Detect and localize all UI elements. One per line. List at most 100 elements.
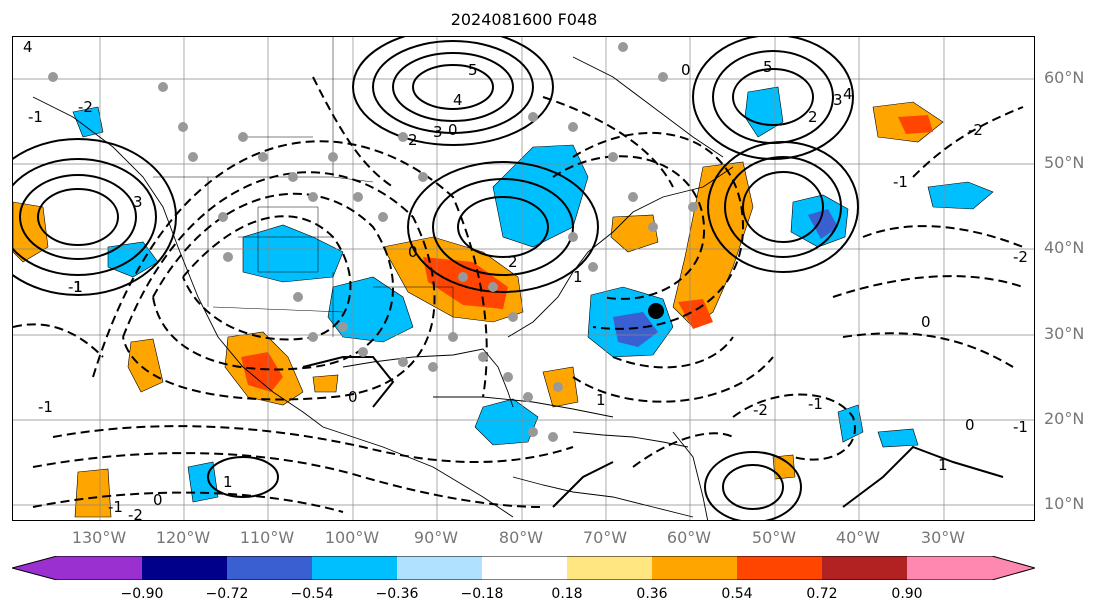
contour-label: 2: [808, 108, 818, 126]
pos-region: [312, 374, 339, 393]
neg-region: [187, 461, 219, 503]
contour-label: 1: [596, 391, 606, 409]
colorbar-tick: 0.72: [806, 586, 838, 602]
contour-label: -2: [1013, 248, 1028, 266]
contour-label: 0: [448, 121, 458, 139]
contour-label: 3: [133, 193, 143, 211]
contour-label: 4: [843, 85, 853, 103]
neg-strong: [613, 312, 658, 347]
colorbar-tick: 0.90: [891, 586, 923, 602]
cyclone-marker: [648, 303, 664, 319]
map-panel: 4 5 4 3 2 0 -1 -2 5 3 4 2 0 -1 -2 3 1 -1…: [12, 36, 1035, 521]
contour-label: -1: [28, 108, 43, 126]
colorbar-segment: [907, 556, 992, 580]
contour-label: 0: [408, 243, 418, 261]
contour-label: -1: [893, 173, 908, 191]
contour-label: 1: [223, 473, 233, 491]
colorbar-segment: [397, 556, 482, 580]
pos-strong: [678, 299, 713, 329]
colorbar-tick: 0.18: [551, 586, 583, 602]
neg-region: [744, 86, 784, 138]
contour-label: -1: [808, 395, 823, 413]
contour-label: -1: [68, 278, 83, 296]
contour-label: -2: [753, 401, 768, 419]
lon-label-40w: 40°W: [835, 528, 881, 547]
lat-label-30n: 30°N: [1044, 324, 1085, 343]
storm-markers: [48, 42, 698, 442]
pos-region: [13, 201, 49, 263]
lon-label-60w: 60°W: [666, 528, 712, 547]
colorbar-segment: [567, 556, 652, 580]
colorbar-segment: [12, 556, 57, 580]
lon-label-50w: 50°W: [751, 528, 797, 547]
contour-label: -1: [108, 498, 123, 516]
colorbar: [12, 556, 1035, 580]
lon-label-130w: 130°W: [71, 528, 127, 547]
contour-label: 1: [938, 456, 948, 474]
colorbar-segment: [652, 556, 737, 580]
contours-positive: [13, 37, 1004, 520]
neg-region: [72, 106, 104, 138]
contour-label: -2: [968, 121, 983, 139]
contour-label: 4: [453, 91, 463, 109]
colorbar-tick: −0.72: [205, 586, 249, 602]
pos-strong: [241, 352, 283, 392]
contour-label: 0: [681, 61, 691, 79]
lon-label-100w: 100°W: [324, 528, 380, 547]
contour-label: 3: [433, 123, 443, 141]
lon-label-110w: 110°W: [239, 528, 295, 547]
lon-label-30w: 30°W: [920, 528, 966, 547]
coastlines: [32, 56, 734, 520]
contour-label: 0: [348, 388, 358, 406]
neg-region: [927, 181, 994, 210]
colorbar-segment: [227, 556, 312, 580]
colorbar-tick: −0.18: [460, 586, 504, 602]
contour-label: -2: [78, 98, 93, 116]
contour-label: 0: [153, 491, 163, 509]
pos-region: [610, 214, 659, 253]
colorbar-tick: −0.90: [120, 586, 164, 602]
neg-region: [107, 241, 159, 278]
weather-map: 4 5 4 3 2 0 -1 -2 5 3 4 2 0 -1 -2 3 1 -1…: [13, 37, 1034, 521]
neg-region: [492, 144, 589, 248]
pos-region: [127, 338, 164, 393]
neg-region: [877, 428, 919, 448]
lat-label-20n: 20°N: [1044, 409, 1085, 428]
map-title: 2024081600 F048: [450, 10, 598, 29]
contour-label: 4: [23, 38, 33, 56]
pos-region: [74, 468, 112, 518]
neg-strong: [808, 209, 838, 239]
contour-label: 2: [408, 131, 418, 149]
lat-label-50n: 50°N: [1044, 153, 1085, 172]
pos-strong: [898, 115, 933, 134]
contours-negative: [13, 76, 1024, 513]
lat-label-40n: 40°N: [1044, 238, 1085, 257]
colorbar-tick: 0.54: [721, 586, 753, 602]
colorbar-segment: [992, 556, 1035, 580]
lon-label-80w: 80°W: [498, 528, 544, 547]
pos-region: [672, 161, 754, 328]
contour-label: 0: [921, 313, 931, 331]
colorbar-segment: [822, 556, 907, 580]
lon-label-90w: 90°W: [413, 528, 459, 547]
colorbar-tick: −0.54: [290, 586, 334, 602]
pos-strong: [423, 257, 508, 309]
neg-region: [327, 276, 414, 343]
contour-label: 1: [573, 268, 583, 286]
contour-label: 3: [833, 91, 843, 109]
contour-label: 5: [763, 58, 773, 76]
contour-label-group: 4 5 4 3 2 0 -1 -2 5 3 4 2 0 -1 -2 3 1 -1…: [23, 38, 1028, 521]
colorbar-tick: 0.36: [636, 586, 668, 602]
neg-region: [474, 398, 539, 446]
lon-label-70w: 70°W: [582, 528, 628, 547]
contour-label: 5: [468, 61, 478, 79]
contour-label: -2: [128, 506, 143, 521]
colorbar-segment: [312, 556, 397, 580]
lat-label-60n: 60°N: [1044, 68, 1085, 87]
colorbar-segment: [142, 556, 227, 580]
contour-label: 0: [965, 416, 975, 434]
colorbar-segment: [57, 556, 142, 580]
neg-region: [837, 404, 864, 443]
contour-label: -1: [1013, 418, 1028, 436]
contour-label: 2: [508, 253, 518, 271]
